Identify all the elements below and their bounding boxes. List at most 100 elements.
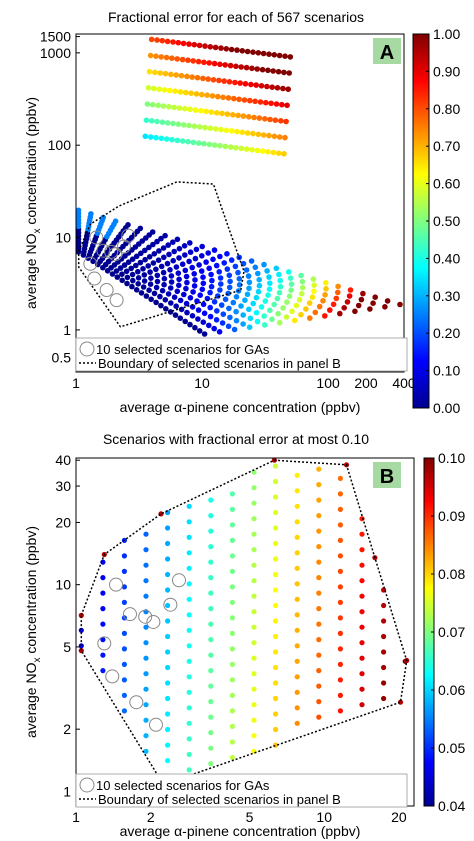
scenario-point (195, 140, 202, 146)
scenario-point (344, 299, 351, 305)
scenario-point (208, 652, 214, 658)
scenario-point (216, 269, 222, 275)
scenario-point (169, 55, 175, 61)
scenario-point (146, 244, 152, 251)
scenario-point (298, 272, 304, 279)
scenario-point (269, 316, 275, 323)
scenario-point (195, 58, 202, 65)
scenario-point (124, 274, 131, 281)
scenario-point (229, 506, 235, 512)
panel-a-xlabel: average α-pinene concentration (ppbv) (120, 399, 361, 415)
scenario-point (220, 311, 227, 318)
scenario-point (207, 289, 213, 296)
scenario-point (254, 147, 261, 154)
scenario-point (183, 300, 190, 307)
panel-b-legend-selected-text: 10 selected scenarios for GAs (96, 778, 270, 793)
colorbar-tick-label: 0.08 (438, 566, 465, 582)
scenario-point (121, 584, 127, 590)
scenario-point (178, 306, 185, 313)
scenario-point (234, 128, 240, 135)
scenario-point (158, 54, 164, 60)
scenario-point (226, 79, 233, 85)
selected-scenario-marker (109, 577, 124, 592)
selected-scenario-marker (129, 695, 144, 710)
scenario-point (251, 624, 257, 630)
scenario-point (316, 575, 322, 581)
scenario-point (294, 612, 300, 618)
selected-scenario-marker (108, 247, 123, 262)
scenario-point (165, 602, 171, 609)
y-tick-label: 5 (63, 639, 71, 655)
panel-a-label-box (373, 38, 401, 64)
scenario-point (142, 247, 148, 254)
panel-a-legend-box (75, 337, 408, 372)
scenario-point (214, 110, 220, 116)
scenario-point (381, 680, 387, 686)
scenario-point (286, 70, 293, 76)
scenario-point (183, 285, 189, 292)
scenario-point (249, 65, 255, 72)
scenario-point (158, 235, 164, 242)
scenario-point (150, 241, 156, 248)
scenario-point (146, 253, 153, 260)
scenario-point (296, 296, 303, 303)
scenario-point (273, 525, 279, 531)
scenario-point (137, 259, 144, 266)
scenario-point (154, 278, 161, 285)
colorbar-tick-label: 0.30 (433, 288, 460, 304)
scenario-point (191, 41, 198, 48)
scenario-point (187, 249, 194, 255)
scenario-point (204, 295, 211, 302)
scenario-point (133, 262, 139, 269)
scenario-point (133, 253, 140, 260)
scenario-point (294, 596, 300, 602)
scenario-point (228, 257, 235, 263)
scenario-point (367, 306, 373, 312)
scenario-point (165, 711, 171, 717)
scenario-point (229, 646, 235, 652)
scenario-point (239, 48, 246, 54)
scenario-point (190, 289, 196, 295)
panel-b-points (78, 457, 410, 788)
scenario-point (231, 95, 237, 102)
scenario-point (184, 279, 190, 286)
scenario-point (285, 269, 292, 275)
scenario-point (283, 314, 290, 320)
scenario-point (170, 120, 176, 127)
scenario-point (316, 513, 322, 519)
colorbar-tick-label: 0.20 (433, 325, 460, 341)
scenario-point (155, 257, 162, 264)
scenario-point (359, 686, 365, 692)
scenario-point (260, 132, 267, 138)
scenario-point (227, 62, 234, 69)
scenario-point (267, 307, 273, 314)
scenario-point (381, 618, 387, 624)
scenario-point (294, 643, 300, 649)
scenario-point (267, 280, 273, 287)
scenario-point (260, 50, 267, 57)
scenario-point (230, 299, 237, 306)
scenario-point (294, 720, 300, 726)
scenario-point (261, 261, 267, 268)
scenario-point (223, 46, 230, 52)
scenario-point (217, 287, 223, 293)
scenario-point (217, 275, 224, 281)
scenario-point (229, 568, 235, 575)
scenario-point (323, 280, 329, 286)
scenario-point (218, 302, 225, 308)
scenario-point (337, 599, 343, 606)
scenario-point (211, 325, 217, 332)
scenario-point (244, 48, 251, 55)
scenario-point (289, 308, 295, 315)
scenario-point (230, 112, 236, 118)
scenario-point (219, 320, 226, 326)
scenario-point (194, 74, 201, 81)
scenario-point (381, 664, 387, 671)
selected-scenario-marker (99, 283, 114, 298)
panel-b-label-box (373, 462, 401, 488)
scenario-point (228, 128, 235, 134)
scenario-point (229, 599, 235, 606)
scenario-point (208, 575, 214, 581)
scenario-point (218, 126, 224, 133)
scenario-point (210, 256, 216, 263)
